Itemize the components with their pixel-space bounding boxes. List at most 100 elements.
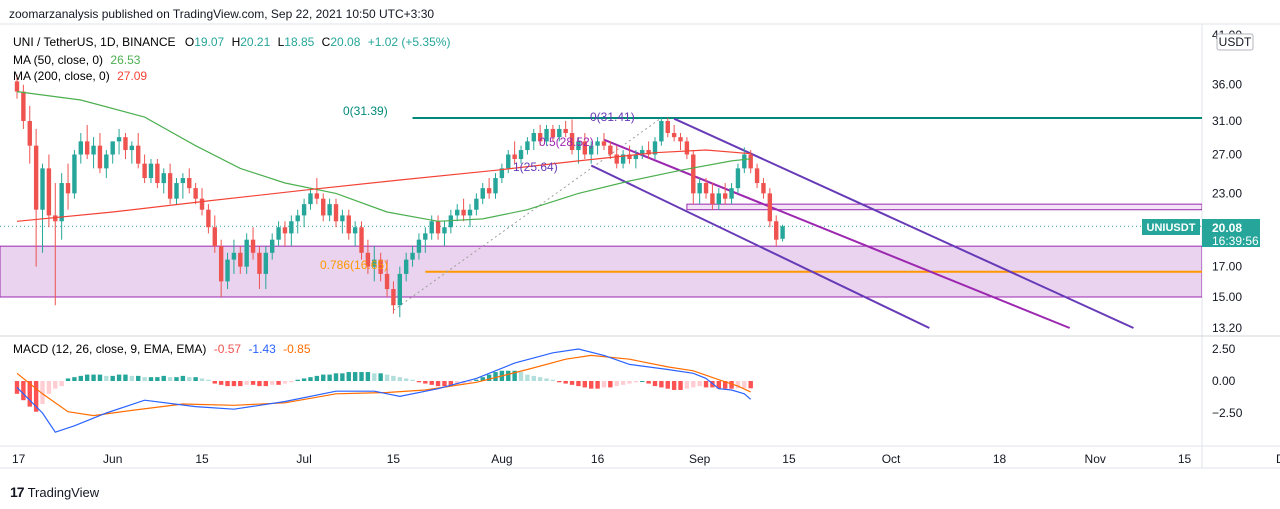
macd-hist-bar (276, 381, 281, 385)
candle-body (633, 154, 639, 160)
candle-body (295, 215, 300, 222)
macd-hist-bar (142, 377, 147, 381)
macd-hist-bar (684, 381, 690, 389)
time-tick-label: 15 (195, 452, 209, 466)
candles-layer (14, 74, 785, 318)
macd-hist-bar (97, 374, 103, 381)
candle-body (352, 227, 358, 234)
macd-signal-line (16, 354, 751, 417)
macd-hist-bar (614, 381, 619, 387)
time-tick-label: Dec (1276, 452, 1280, 466)
price-tick-label: 13.20 (1212, 321, 1242, 335)
candle-body (72, 154, 77, 194)
macd-hist-bar (493, 372, 498, 381)
time-tick-label: 15 (1178, 452, 1192, 466)
candle-body (493, 178, 498, 194)
candle-body (761, 183, 766, 194)
time-tick-label: Sep (689, 452, 711, 466)
macd-hist-bar (608, 381, 613, 388)
macd-hist-bar (582, 381, 588, 388)
macd-hist-bar (595, 381, 600, 389)
candle-body (46, 168, 52, 216)
candle-body (327, 204, 332, 216)
macd-hist-bar (646, 381, 651, 384)
high-label: H (232, 35, 241, 49)
macd-layer (14, 348, 753, 433)
candle-body (212, 227, 217, 247)
candle-body (435, 221, 441, 234)
price-tick-label: 15.00 (1212, 290, 1242, 304)
candle-body (397, 273, 402, 306)
candle-body (174, 183, 179, 199)
candle-body (161, 173, 166, 184)
macd-line (16, 348, 752, 433)
footer-brand-label: TradingView (27, 484, 100, 500)
candle-body (180, 178, 186, 184)
candle-body (748, 154, 753, 169)
candle-body (148, 163, 154, 179)
candle-body (691, 154, 696, 194)
candle-body (333, 204, 339, 222)
macd-hist-bar (308, 377, 313, 381)
candle-body (544, 128, 549, 142)
macd-hist-bar (116, 374, 122, 381)
macd-hist-bar (333, 373, 339, 381)
macd-hist-bar (467, 381, 473, 383)
candle-body (116, 137, 122, 142)
macd-hist-bar (155, 377, 160, 381)
open-value: 19.07 (194, 35, 224, 49)
bar-countdown: 16:39:56 (1212, 234, 1259, 248)
macd-hist-bar (33, 381, 39, 412)
candle-body (563, 128, 568, 134)
macd-hist-bar (231, 381, 237, 387)
footer-brand[interactable]: 17 TradingView (10, 484, 99, 500)
candle-body (257, 252, 262, 274)
macd-hist-bar (40, 381, 45, 405)
macd-hist-bar (27, 381, 32, 407)
macd-hist-bar (512, 370, 517, 381)
candle-body (442, 227, 447, 234)
tradingview-logo-icon: 17 (10, 484, 25, 500)
time-tick-label: Jun (103, 452, 122, 466)
fib0786-label: 0.786(16.65) (320, 258, 388, 272)
last-price-value: 20.08 (1212, 221, 1242, 235)
macd-hist-bar (480, 377, 485, 381)
candle-body (576, 141, 581, 151)
macd-signal-value: -0.85 (283, 342, 311, 356)
change-value: +1.02 (+5.35%) (368, 35, 451, 49)
macd-hist-bar (372, 373, 377, 381)
macd-hist-bar (742, 381, 747, 389)
macd-hist-bar (365, 372, 371, 381)
macd-tick-label: −2.50 (1212, 406, 1243, 420)
macd-hist-bar (429, 381, 434, 385)
price-tick-label: 17.00 (1212, 260, 1242, 274)
candle-body (423, 233, 428, 240)
candle-body (499, 168, 505, 179)
candle-body (601, 141, 607, 146)
macd-hist-bar (633, 381, 639, 383)
candle-body (455, 209, 460, 216)
time-tick-label: 16 (591, 452, 605, 466)
macd-hist-bar (671, 381, 677, 390)
candle-body (461, 209, 466, 216)
candle-body (59, 183, 64, 222)
macd-hist-bar (212, 381, 217, 384)
candle-body (710, 193, 715, 205)
macd-hist-bar (123, 374, 128, 381)
currency-badge[interactable] (1216, 33, 1254, 51)
ma200-line (16, 149, 751, 222)
candle-body (14, 81, 20, 92)
candle-body (384, 273, 390, 290)
macd-hist-bar (187, 377, 192, 381)
candle-body (155, 163, 160, 184)
candle-body (263, 252, 269, 274)
candle-body (270, 239, 275, 253)
macd-hist-bar (46, 381, 52, 394)
candle-body (136, 145, 141, 164)
macd-hist-bar (136, 375, 141, 381)
candle-body (506, 154, 511, 169)
candle-body (346, 215, 351, 234)
candle-body (308, 193, 313, 205)
candle-body (467, 209, 473, 216)
